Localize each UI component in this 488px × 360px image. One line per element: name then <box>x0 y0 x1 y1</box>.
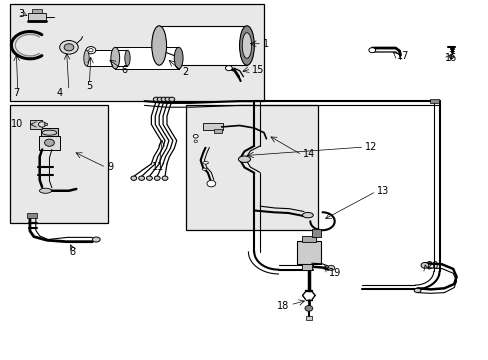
Text: 17: 17 <box>396 51 408 61</box>
Ellipse shape <box>202 162 208 164</box>
Bar <box>28 13 46 22</box>
Circle shape <box>206 180 215 187</box>
Bar <box>214 129 221 133</box>
Ellipse shape <box>64 44 74 51</box>
Text: 14: 14 <box>303 149 315 159</box>
Text: 7: 7 <box>13 88 19 98</box>
Circle shape <box>153 97 159 102</box>
Text: 20: 20 <box>425 261 437 271</box>
Ellipse shape <box>83 50 89 66</box>
Ellipse shape <box>44 123 48 126</box>
Circle shape <box>305 306 312 311</box>
Text: 6: 6 <box>122 64 127 75</box>
Bar <box>86 50 127 66</box>
Ellipse shape <box>202 168 206 170</box>
Circle shape <box>154 176 160 180</box>
Circle shape <box>157 97 163 102</box>
Circle shape <box>448 55 453 58</box>
Bar <box>203 123 222 130</box>
Text: 18: 18 <box>277 301 289 311</box>
Bar <box>41 128 58 137</box>
Circle shape <box>161 97 166 102</box>
Ellipse shape <box>40 188 52 193</box>
Bar <box>302 236 315 242</box>
Ellipse shape <box>88 49 93 52</box>
Ellipse shape <box>42 130 57 135</box>
Ellipse shape <box>44 139 54 146</box>
Text: 13: 13 <box>376 186 388 197</box>
Bar <box>10 4 264 101</box>
Circle shape <box>225 66 232 71</box>
Text: 15: 15 <box>251 64 264 75</box>
Text: 19: 19 <box>329 267 341 278</box>
Bar <box>30 120 42 129</box>
Bar <box>305 316 311 320</box>
Ellipse shape <box>194 140 197 143</box>
Ellipse shape <box>39 122 46 127</box>
Circle shape <box>162 176 167 180</box>
Ellipse shape <box>60 41 78 54</box>
Bar <box>10 105 108 223</box>
Text: 8: 8 <box>69 247 75 257</box>
Bar <box>302 264 311 270</box>
Text: 12: 12 <box>365 142 377 152</box>
Bar <box>27 213 37 218</box>
Text: 16: 16 <box>445 53 457 63</box>
Bar <box>297 241 320 264</box>
Bar <box>39 136 60 149</box>
Circle shape <box>164 97 170 102</box>
Bar <box>311 229 320 237</box>
Circle shape <box>168 97 174 102</box>
Ellipse shape <box>238 156 250 162</box>
Bar <box>32 9 42 13</box>
Ellipse shape <box>92 237 100 242</box>
Bar <box>185 105 317 230</box>
Text: 2: 2 <box>182 67 188 77</box>
Ellipse shape <box>174 47 183 69</box>
Circle shape <box>139 176 144 180</box>
Bar <box>115 47 178 69</box>
Text: 11: 11 <box>152 162 164 172</box>
Circle shape <box>131 176 137 180</box>
Bar <box>159 26 246 65</box>
Ellipse shape <box>327 265 334 270</box>
Ellipse shape <box>242 33 251 58</box>
Text: 10: 10 <box>11 120 23 129</box>
Ellipse shape <box>302 212 313 218</box>
Text: 1: 1 <box>262 39 268 49</box>
Ellipse shape <box>420 262 428 268</box>
Bar <box>429 99 438 103</box>
Text: 4: 4 <box>57 88 63 98</box>
Ellipse shape <box>413 288 420 293</box>
Ellipse shape <box>151 26 166 65</box>
Ellipse shape <box>86 46 96 54</box>
Ellipse shape <box>193 134 198 138</box>
Circle shape <box>368 48 375 53</box>
Text: 3: 3 <box>18 9 24 19</box>
Ellipse shape <box>124 50 130 66</box>
Ellipse shape <box>111 47 120 69</box>
Circle shape <box>146 176 152 180</box>
Text: 5: 5 <box>86 81 92 91</box>
Ellipse shape <box>239 26 254 65</box>
Text: 9: 9 <box>107 162 113 172</box>
